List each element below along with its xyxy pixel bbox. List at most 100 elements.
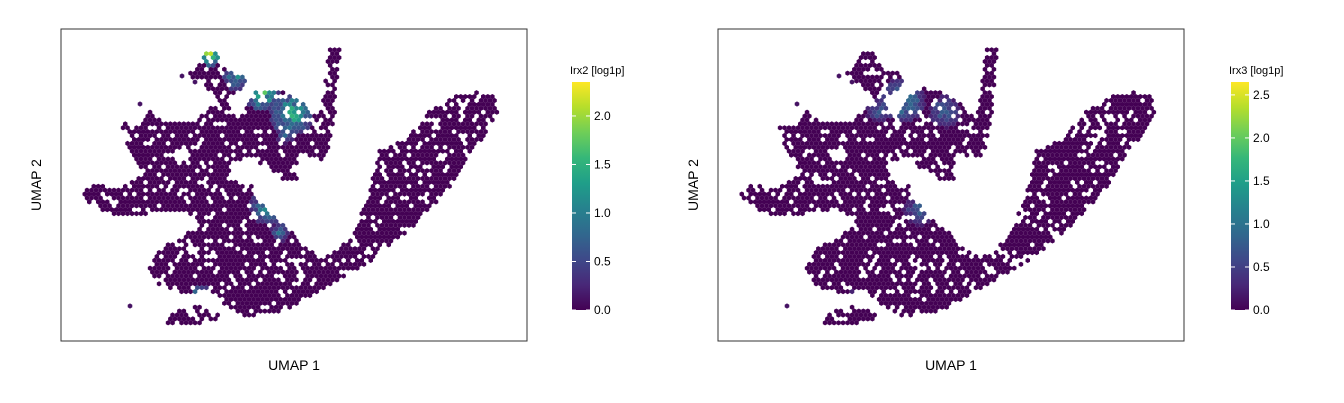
hex-bin: [888, 222, 893, 228]
hex-bin: [1144, 113, 1150, 119]
hex-bin: [1126, 136, 1132, 143]
hex-bin: [942, 300, 947, 306]
hex-bin: [159, 136, 164, 143]
hex-bin: [213, 246, 218, 252]
hex-bin: [838, 175, 844, 182]
hex-bin: [879, 285, 884, 291]
hex-bin: [849, 187, 855, 193]
hex-bin: [240, 74, 245, 80]
hex-bin: [1120, 109, 1125, 115]
hex-bin: [876, 86, 882, 92]
hex-bin: [217, 136, 223, 143]
hex-bin: [879, 168, 884, 174]
hex-bin: [982, 144, 988, 150]
hex-bin: [984, 47, 990, 53]
hex-bin: [213, 238, 218, 244]
hex-bin: [906, 199, 911, 205]
hex-bin: [755, 195, 760, 201]
hex-bin: [881, 94, 886, 100]
hex-bin: [944, 296, 949, 302]
hex-bin: [177, 308, 182, 314]
hex-bin: [890, 78, 895, 84]
hex-bin: [784, 136, 789, 143]
hex-bin: [237, 187, 243, 193]
hex-bin: [152, 195, 157, 201]
hex-bin: [919, 152, 925, 158]
hex-bin: [766, 191, 771, 197]
hex-bin: [1122, 97, 1127, 104]
hex-bin: [903, 265, 909, 271]
hex-bin: [903, 289, 909, 295]
hex-bin: [228, 140, 234, 146]
hex-bin: [852, 246, 857, 252]
hex-bin: [1079, 172, 1084, 178]
hex-bin: [921, 94, 927, 100]
hex-bin: [921, 125, 927, 131]
hex-bin: [285, 277, 290, 283]
hex-bin: [204, 74, 209, 80]
hex-bin: [161, 179, 166, 185]
hex-bin: [1045, 175, 1051, 182]
hex-bin: [924, 261, 929, 267]
hex-bin: [939, 101, 945, 107]
hex-bin: [865, 82, 871, 88]
hex-bin: [206, 117, 211, 123]
hex-bin: [1034, 148, 1039, 154]
hex-bin: [946, 113, 952, 119]
hex-bin: [100, 199, 105, 205]
hex-bin: [260, 117, 265, 123]
hex-bin: [912, 296, 918, 302]
hex-bin: [1032, 230, 1037, 236]
hex-bin: [937, 230, 943, 236]
hex-bin: [865, 152, 871, 158]
hex-bin: [1108, 136, 1114, 143]
hex-bin: [962, 257, 967, 263]
hex-bin: [825, 191, 830, 197]
hex-bin: [240, 292, 245, 299]
hex-bin: [912, 125, 918, 131]
hex-bin: [294, 129, 299, 135]
hex-bin: [201, 140, 207, 146]
hex-bin: [271, 152, 277, 158]
hex-bin: [876, 281, 882, 287]
hex-bin: [409, 195, 414, 201]
y-axis-label: UMAP 2: [28, 159, 44, 211]
hex-bin: [883, 261, 889, 267]
hex-bin: [460, 160, 466, 166]
hex-bin: [282, 172, 288, 178]
hex-bin: [789, 207, 794, 213]
hex-bin: [246, 296, 252, 302]
hex-bin: [199, 207, 205, 213]
hex-bin: [845, 156, 850, 162]
hex-bin: [951, 152, 956, 158]
hex-bin: [375, 199, 380, 205]
hex-bin: [210, 55, 216, 61]
hex-bin: [314, 133, 319, 139]
hex-bin: [177, 168, 182, 174]
hex-bin: [1133, 109, 1138, 115]
hex-bin: [188, 211, 193, 217]
hex-bin: [1052, 187, 1057, 193]
hex-bin: [953, 117, 958, 123]
hex-bin: [204, 51, 209, 57]
hex-bin: [883, 105, 889, 111]
hex-bin: [879, 129, 884, 135]
hex-bin: [127, 207, 132, 213]
hex-bin: [831, 140, 837, 146]
hex-bin: [795, 148, 801, 154]
hex-bin: [156, 156, 162, 162]
hex-bin: [1126, 129, 1132, 135]
hex-bin: [472, 140, 477, 146]
hex-bin: [334, 58, 340, 65]
hex-bin: [984, 281, 990, 287]
hex-bin: [228, 289, 234, 295]
hex-bin: [791, 203, 796, 209]
hex-bin: [179, 203, 184, 209]
hex-bin: [1104, 183, 1109, 189]
hex-bin: [1081, 199, 1087, 205]
hex-bin: [903, 242, 909, 248]
hex-bin: [467, 148, 472, 154]
hex-bin: [395, 179, 400, 185]
hex-bin: [224, 273, 229, 279]
hex-bin: [280, 121, 286, 127]
